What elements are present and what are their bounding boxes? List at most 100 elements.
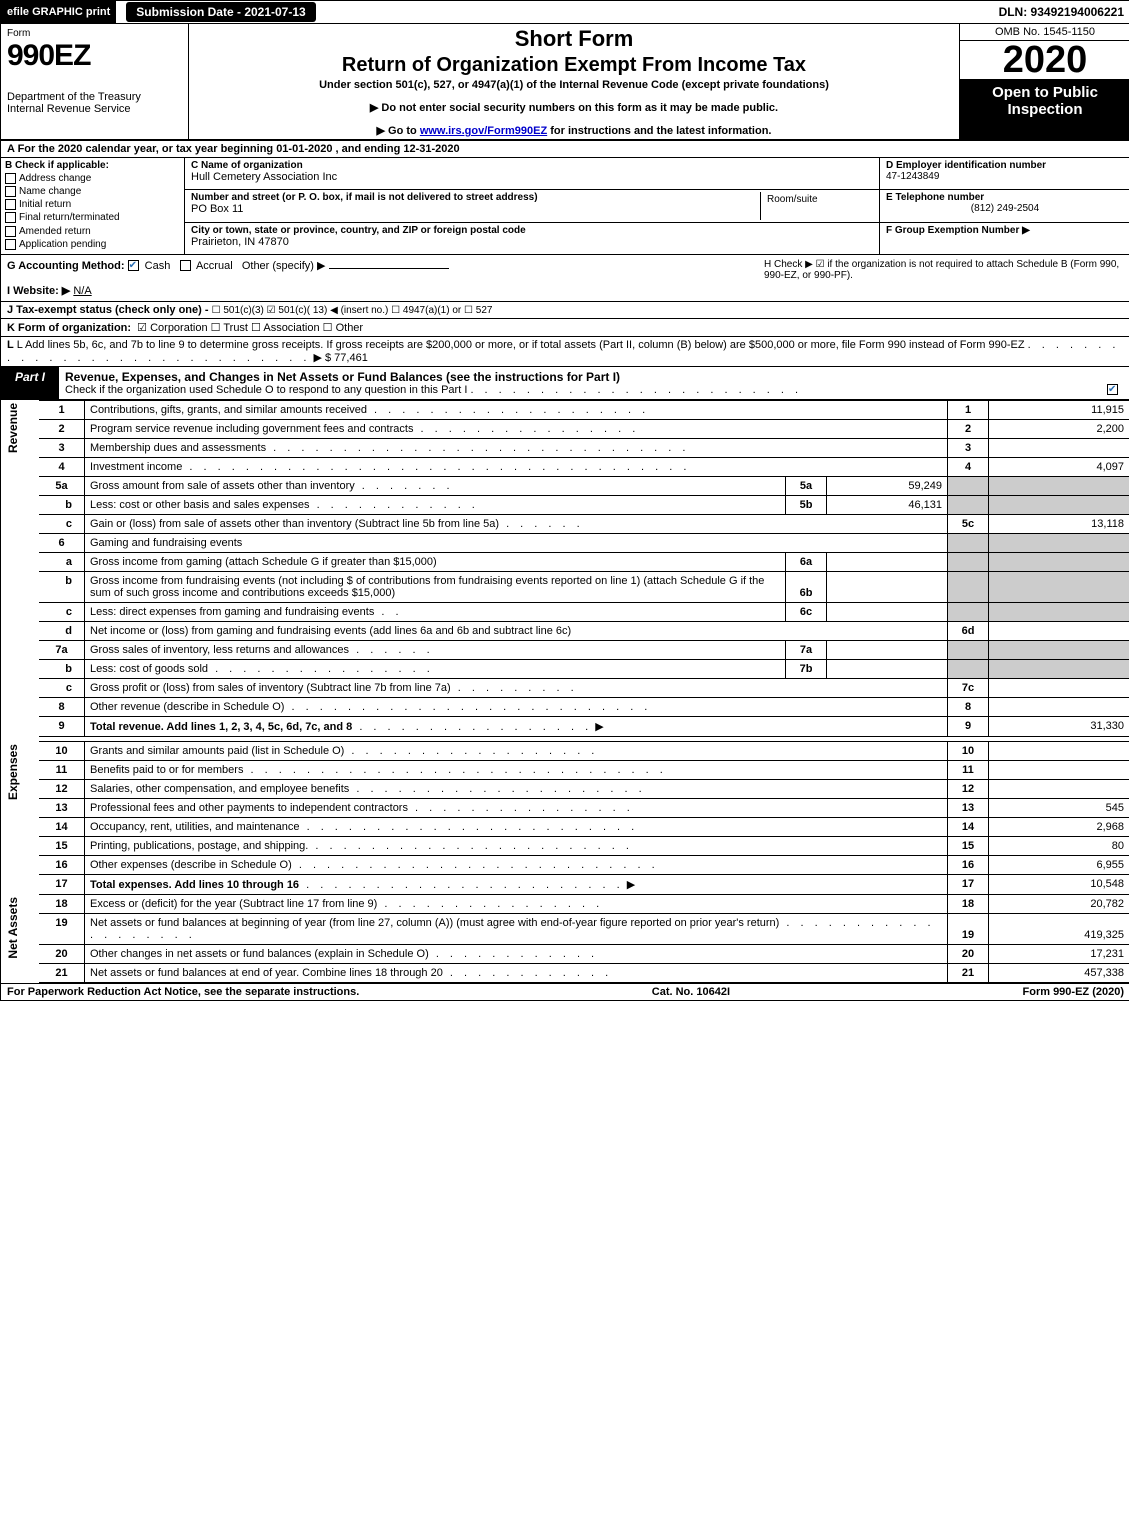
part-1-check-line: Check if the organization used Schedule … [65,384,1124,396]
line-5a-desc: Gross amount from sale of assets other t… [85,476,786,495]
ln-7c: c [39,678,85,697]
open-inspection-badge: Open to Public Inspection [960,80,1129,139]
efile-print-button[interactable]: efile GRAPHIC print [1,1,116,23]
tel-cell: E Telephone number (812) 249-2504 [880,190,1129,222]
line-9-val: 31,330 [989,716,1129,736]
line-5b-val: 46,131 [827,495,948,514]
chk-final-return[interactable]: Final return/terminated [5,212,180,223]
footer-cat: Cat. No. 10642I [652,986,730,998]
room-suite: Room/suite [760,192,873,219]
row-a-text: A For the 2020 calendar year, or tax yea… [7,143,460,155]
form-header: Form 990EZ Department of the Treasury In… [1,24,1129,141]
line-6d-val [989,621,1129,640]
row-a-tax-year: A For the 2020 calendar year, or tax yea… [1,141,1129,158]
chk-amended-return[interactable]: Amended return [5,226,180,237]
ln-5b: b [39,495,85,514]
org-name-label: C Name of organization [191,160,873,171]
col-d-identifiers: D Employer identification number 47-1243… [879,158,1129,254]
line-13-desc: Professional fees and other payments to … [85,798,948,817]
line-7a-val [827,640,948,659]
line-6c-val [827,602,948,621]
ln-6d: d [39,621,85,640]
ln-19: 19 [39,913,85,944]
footer-left: For Paperwork Reduction Act Notice, see … [7,986,359,998]
ln-7b: b [39,659,85,678]
chk-cash[interactable] [128,260,139,271]
short-form-title: Short Form [195,26,953,52]
goto-post: for instructions and the latest informat… [547,125,771,137]
line-9-desc: Total revenue. Add lines 1, 2, 3, 4, 5c,… [85,716,948,736]
b-label: B Check if applicable: [5,160,180,171]
col-b-checkboxes: B Check if applicable: Address change Na… [1,158,185,254]
dln-label: DLN: 93492194006221 [993,2,1129,22]
line-6a-val [827,552,948,571]
line-2-desc: Program service revenue including govern… [85,419,948,438]
ln-6: 6 [39,533,85,552]
line-5a-val: 59,249 [827,476,948,495]
line-7c-val [989,678,1129,697]
row-l: L L Add lines 5b, 6c, and 7b to line 9 t… [1,337,1129,367]
j-options: ☐ 501(c)(3) ☑ 501(c)( 13) ◀ (insert no.)… [212,305,493,316]
form-label: Form [7,28,182,39]
street-label: Number and street (or P. O. box, if mail… [191,192,760,203]
header-center: Short Form Return of Organization Exempt… [189,24,959,139]
ln-5a: 5a [39,476,85,495]
chk-name-change[interactable]: Name change [5,186,180,197]
page-footer: For Paperwork Reduction Act Notice, see … [1,983,1129,1000]
h-schedule-b: H Check ▶ ☑ if the organization is not r… [764,259,1124,297]
dept-treasury: Department of the Treasury [7,91,182,103]
line-12-desc: Salaries, other compensation, and employ… [85,779,948,798]
ssn-notice: ▶ Do not enter social security numbers o… [195,101,953,114]
ln-12: 12 [39,779,85,798]
ln-6a: a [39,552,85,571]
side-label-expenses: Expenses [1,741,39,894]
line-7a-desc: Gross sales of inventory, less returns a… [85,640,786,659]
ln-14: 14 [39,817,85,836]
ln-11: 11 [39,760,85,779]
line-6b-val [827,571,948,602]
line-15-val: 80 [989,836,1129,855]
main-title: Return of Organization Exempt From Incom… [195,54,953,77]
line-5b-desc: Less: cost or other basis and sales expe… [85,495,786,514]
line-17-val: 10,548 [989,874,1129,894]
ln-8: 8 [39,697,85,716]
tel-label: E Telephone number [886,192,984,203]
line-21-desc: Net assets or fund balances at end of ye… [85,963,948,982]
chk-schedule-o[interactable] [1107,384,1118,395]
line-7c-desc: Gross profit or (loss) from sales of inv… [85,678,948,697]
line-7b-desc: Less: cost of goods sold . . . . . . . .… [85,659,786,678]
line-7b-val [827,659,948,678]
line-19-desc: Net assets or fund balances at beginning… [85,913,948,944]
submission-date-badge: Submission Date - 2021-07-13 [126,2,315,22]
line-1-num: 1 [948,400,989,419]
g-label: G Accounting Method: [7,260,125,272]
irs-link[interactable]: www.irs.gov/Form990EZ [420,125,547,137]
line-11-desc: Benefits paid to or for members . . . . … [85,760,948,779]
line-21-val: 457,338 [989,963,1129,982]
line-16-desc: Other expenses (describe in Schedule O) … [85,855,948,874]
chk-address-change[interactable]: Address change [5,173,180,184]
line-14-val: 2,968 [989,817,1129,836]
ln-6b: b [39,571,85,602]
chk-accrual[interactable] [180,260,191,271]
footer-form: Form 990-EZ (2020) [1023,986,1125,998]
chk-initial-return[interactable]: Initial return [5,199,180,210]
line-12-val [989,779,1129,798]
row-j: J Tax-exempt status (check only one) - ☐… [1,302,1129,319]
ln-5c: c [39,514,85,533]
street-row: Number and street (or P. O. box, if mail… [185,190,879,222]
l-value: $ 77,461 [325,352,368,364]
group-exemption-label: F Group Exemption Number ▶ [886,225,1030,236]
ln-4: 4 [39,457,85,476]
under-section-text: Under section 501(c), 527, or 4947(a)(1)… [195,79,953,91]
line-6a-desc: Gross income from gaming (attach Schedul… [85,552,786,571]
website-value: N/A [73,285,91,297]
ein-value: 47-1243849 [886,171,939,182]
ln-3: 3 [39,438,85,457]
info-block: B Check if applicable: Address change Na… [1,158,1129,255]
line-17-desc: Total expenses. Add lines 10 through 16 … [85,874,948,894]
ln-16: 16 [39,855,85,874]
header-right: OMB No. 1545-1150 2020 Open to Public In… [959,24,1129,139]
row-k: K Form of organization: ☑ Corporation ☐ … [1,319,1129,337]
chk-application-pending[interactable]: Application pending [5,239,180,250]
